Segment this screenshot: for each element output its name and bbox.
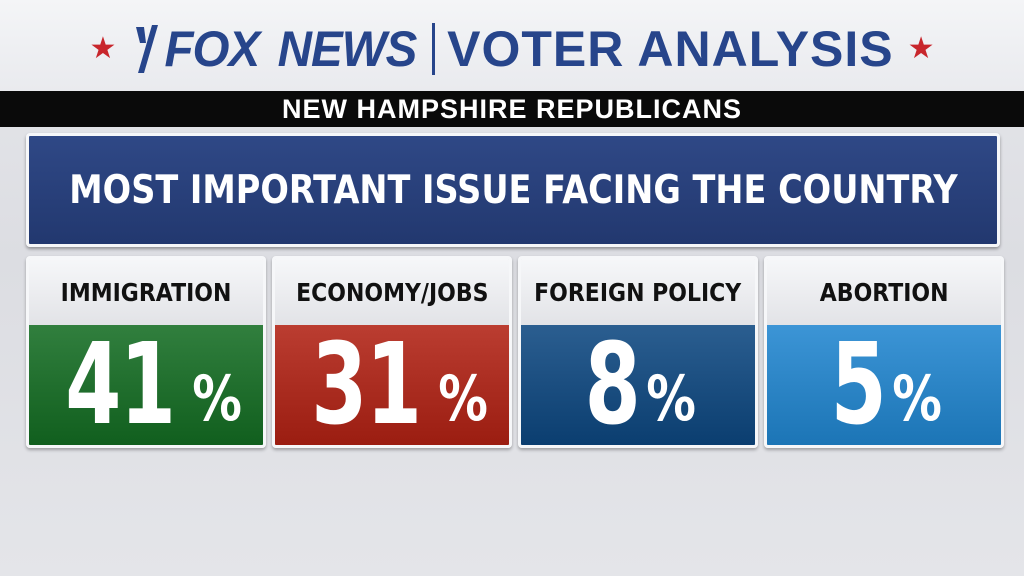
result-label-text: ECONOMY/JOBS	[295, 277, 489, 307]
page-title: VOTER ANALYSIS	[447, 21, 894, 77]
logo-fox-text: FOX	[164, 21, 261, 77]
result-card-economy-jobs: ECONOMY/JOBS 31 %	[272, 256, 512, 448]
left-star-icon: ★	[89, 32, 117, 65]
result-unit: %	[192, 362, 242, 435]
question-text: MOST IMPORTANT ISSUE FACING THE COUNTRY	[68, 167, 958, 213]
result-card-immigration: IMMIGRATION 41 %	[26, 256, 266, 448]
result-value-panel: 8 %	[521, 325, 755, 445]
fox-logo-swoosh-icon	[136, 25, 159, 73]
result-value-panel: 5 %	[767, 325, 1001, 445]
result-value-panel: 31 %	[275, 325, 509, 445]
result-unit: %	[646, 362, 696, 435]
result-value: 8	[584, 320, 641, 448]
subheader-text: NEW HAMPSHIRE REPUBLICANS	[281, 93, 743, 124]
header-title-row: ★ FOX NEWS VOTER ANALYSIS ★	[0, 14, 1024, 84]
result-label-text: FOREIGN POLICY	[534, 277, 742, 307]
header-band: ★ FOX NEWS VOTER ANALYSIS ★	[0, 0, 1024, 92]
result-label-text: IMMIGRATION	[60, 277, 232, 307]
result-card-foreign-policy: FOREIGN POLICY 8 %	[518, 256, 758, 448]
result-label-text: ABORTION	[819, 277, 949, 307]
fox-news-logo: FOX NEWS	[130, 20, 420, 78]
result-value: 5	[830, 320, 887, 448]
result-label: ABORTION	[767, 259, 1001, 325]
result-value: 31	[311, 320, 422, 448]
result-label: IMMIGRATION	[29, 259, 263, 325]
results-cards: IMMIGRATION 41 % ECONOMY/JOBS 31 % FOREI…	[26, 256, 1004, 448]
result-label: FOREIGN POLICY	[521, 259, 755, 325]
result-unit: %	[892, 362, 942, 435]
title-divider	[432, 23, 436, 75]
result-value: 41	[65, 320, 176, 448]
right-star-icon: ★	[907, 32, 935, 65]
result-value-panel: 41 %	[29, 325, 263, 445]
result-unit: %	[438, 362, 488, 435]
logo-news-text: NEWS	[277, 21, 418, 77]
question-banner: MOST IMPORTANT ISSUE FACING THE COUNTRY	[26, 133, 1000, 247]
subheader-bar: NEW HAMPSHIRE REPUBLICANS	[0, 91, 1024, 127]
result-label: ECONOMY/JOBS	[275, 259, 509, 325]
result-card-abortion: ABORTION 5 %	[764, 256, 1004, 448]
